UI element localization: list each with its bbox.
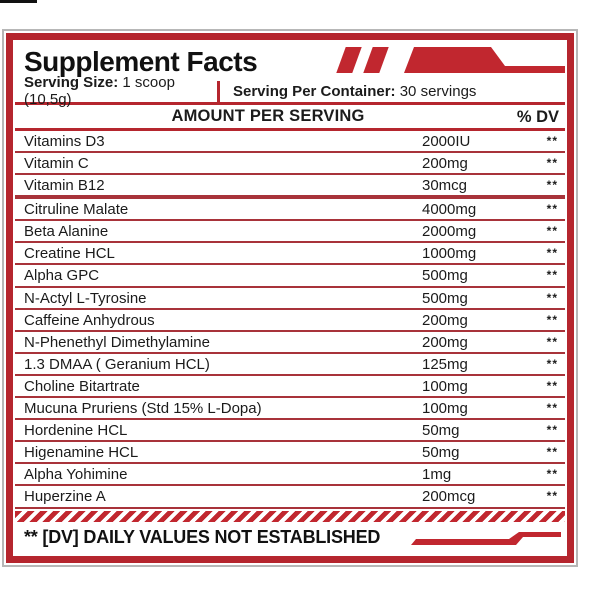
title-row: Supplement Facts bbox=[15, 40, 565, 80]
ingredient-name: Mucuna Pruriens (Std 15% L-Dopa) bbox=[24, 400, 262, 418]
ingredient-dv: ** bbox=[546, 378, 558, 393]
ingredient-amount: 200mcg bbox=[422, 488, 476, 506]
ingredient-amount: 125mg bbox=[422, 355, 468, 373]
ingredient-amount: 50mg bbox=[422, 444, 460, 462]
ingredient-amount: 500mg bbox=[422, 267, 468, 285]
ingredient-dv: ** bbox=[546, 202, 558, 217]
ingredient-name: N-Actyl L-Tyrosine bbox=[24, 289, 147, 307]
table-row: N-Phenethyl Dimethylamine 200mg ** bbox=[15, 332, 565, 354]
table-row: Huperzine A 200mcg ** bbox=[15, 486, 565, 509]
ingredient-name: N-Phenethyl Dimethylamine bbox=[24, 333, 210, 351]
ingredient-name: 1.3 DMAA ( Geranium HCL) bbox=[24, 355, 210, 373]
ingredient-amount: 200mg bbox=[422, 311, 468, 329]
table-row: Vitamin C 200mg ** bbox=[15, 153, 565, 176]
ingredient-dv: ** bbox=[546, 356, 558, 371]
table-row: Vitamin B12 30mcg ** bbox=[15, 175, 565, 200]
ingredient-amount: 2000mg bbox=[422, 223, 477, 241]
ingredient-amount: 4000mg bbox=[422, 201, 477, 219]
daily-values-footnote: ** [DV] DAILY VALUES NOT ESTABLISHED bbox=[24, 527, 381, 547]
percent-dv-header: % DV bbox=[516, 108, 559, 126]
table-row: Hordenine HCL 50mg ** bbox=[15, 420, 565, 443]
table-row: Vitamins D3 2000IU ** bbox=[15, 131, 565, 154]
table-row: 1.3 DMAA ( Geranium HCL) 125mg ** bbox=[15, 354, 565, 376]
ingredient-amount: 100mg bbox=[422, 400, 468, 418]
stripe-icon bbox=[336, 47, 362, 73]
ingredient-amount: 50mg bbox=[422, 422, 460, 440]
ingredient-dv: ** bbox=[546, 178, 558, 193]
label-outer-border: Supplement Facts Serving Size: 1 scoop (… bbox=[2, 29, 578, 567]
ingredient-name: Beta Alanine bbox=[24, 223, 109, 241]
ingredient-dv: ** bbox=[546, 445, 558, 460]
ingredient-name: Vitamins D3 bbox=[24, 133, 105, 150]
table-row: Alpha GPC 500mg ** bbox=[15, 265, 565, 288]
ingredient-name: Choline Bitartrate bbox=[24, 377, 140, 395]
table-row: Choline Bitartrate 100mg ** bbox=[15, 376, 565, 399]
ingredient-amount: 30mcg bbox=[422, 177, 468, 195]
ingredient-name: Vitamin B12 bbox=[24, 177, 105, 195]
table-row: N-Actyl L-Tyrosine 500mg ** bbox=[15, 288, 565, 310]
ingredient-name: Caffeine Anhydrous bbox=[24, 311, 155, 329]
header-speed-stripes-decoration bbox=[335, 47, 565, 73]
hazard-stripe-band bbox=[15, 510, 565, 522]
ingredient-dv: ** bbox=[546, 156, 558, 171]
serving-size-value: 1 scoop (10,5g) bbox=[24, 74, 175, 108]
ingredient-amount: 2000IU bbox=[422, 133, 471, 150]
ingredient-amount: 1mg bbox=[422, 466, 452, 484]
ingredient-amount: 500mg bbox=[422, 289, 468, 307]
banner-shape-icon bbox=[404, 47, 565, 73]
ingredient-dv: ** bbox=[546, 290, 558, 305]
serving-divider bbox=[217, 80, 220, 102]
table-row: Creatine HCL 1000mg ** bbox=[15, 243, 565, 266]
label-red-frame: Supplement Facts Serving Size: 1 scoop (… bbox=[6, 33, 574, 563]
page-title: Supplement Facts bbox=[24, 46, 258, 77]
ingredient-dv: ** bbox=[546, 467, 558, 482]
serving-size: Serving Size: 1 scoop (10,5g) bbox=[15, 74, 217, 108]
ingredient-name: Citruline Malate bbox=[24, 201, 129, 219]
table-header-row: AMOUNT PER SERVING % DV bbox=[15, 105, 565, 131]
ingredient-dv: ** bbox=[546, 246, 558, 261]
ingredient-dv: ** bbox=[546, 134, 558, 148]
serving-per-container-label: Serving Per Container: bbox=[233, 82, 396, 100]
ingredient-dv: ** bbox=[546, 268, 558, 283]
table-row: Citruline Malate 4000mg ** bbox=[15, 199, 565, 222]
ingredient-amount: 200mg bbox=[422, 155, 468, 173]
label-content: Supplement Facts Serving Size: 1 scoop (… bbox=[13, 40, 567, 556]
serving-per-container-value: 30 servings bbox=[395, 82, 477, 100]
table-row: Mucuna Pruriens (Std 15% L-Dopa) 100mg ** bbox=[15, 398, 565, 421]
ingredient-name: Hordenine HCL bbox=[24, 422, 128, 440]
ingredient-dv: ** bbox=[546, 334, 558, 349]
table-row: Beta Alanine 2000mg ** bbox=[15, 221, 565, 244]
serving-per-container: Serving Per Container: 30 servings bbox=[220, 83, 476, 100]
ingredient-name: Higenamine HCL bbox=[24, 444, 139, 462]
ingredient-dv: ** bbox=[546, 401, 558, 416]
footer-step-line-decoration bbox=[411, 531, 561, 545]
ingredient-name: Vitamin C bbox=[24, 155, 89, 173]
ingredient-name: Alpha GPC bbox=[24, 267, 100, 285]
table-row: Caffeine Anhydrous 200mg ** bbox=[15, 310, 565, 332]
serving-info-row: Serving Size: 1 scoop (10,5g) Serving Pe… bbox=[15, 74, 565, 108]
table-row: Alpha Yohimine 1mg ** bbox=[15, 464, 565, 487]
top-edge-artifact bbox=[0, 0, 37, 3]
ingredient-name: Creatine HCL bbox=[24, 245, 115, 263]
ingredient-amount: 100mg bbox=[422, 377, 468, 395]
amount-per-serving-header: AMOUNT PER SERVING bbox=[171, 107, 365, 125]
ingredient-dv: ** bbox=[546, 312, 558, 327]
stripe-icon bbox=[363, 47, 389, 73]
facts-rows: Vitamins D3 2000IU ** Vitamin C 200mg ** Vitam… bbox=[15, 131, 565, 509]
ingredient-amount: 1000mg bbox=[422, 245, 477, 263]
serving-size-label: Serving Size: bbox=[24, 74, 119, 91]
table-row: Higenamine HCL 50mg ** bbox=[15, 442, 565, 465]
ingredient-name: Alpha Yohimine bbox=[24, 466, 128, 484]
ingredient-name: Huperzine A bbox=[24, 488, 106, 506]
ingredient-dv: ** bbox=[546, 489, 558, 504]
footer-row: ** [DV] DAILY VALUES NOT ESTABLISHED bbox=[15, 524, 565, 552]
ingredient-amount: 200mg bbox=[422, 333, 468, 351]
ingredient-dv: ** bbox=[546, 423, 558, 438]
ingredient-dv: ** bbox=[546, 224, 558, 239]
